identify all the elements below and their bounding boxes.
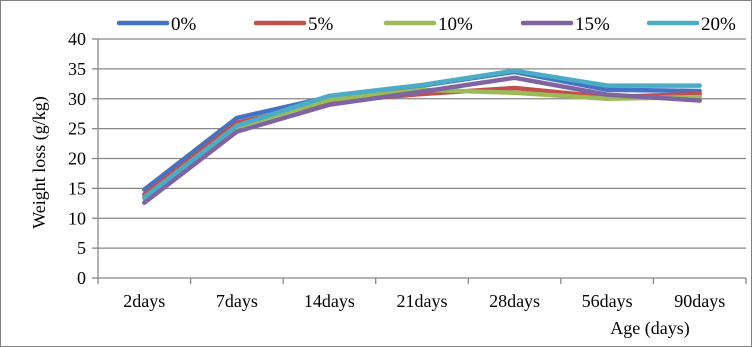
x-tick-labels: 2days 7days 14days 21days 28days 56days 90days <box>123 291 725 311</box>
y-tick-label: 10 <box>68 208 86 228</box>
y-tick-labels: 0 5 10 15 20 25 30 35 40 <box>68 29 86 288</box>
x-tick-label: 90days <box>674 291 725 311</box>
legend-label: 0% <box>171 14 197 35</box>
series-line-20pct <box>142 68 702 200</box>
legend: 0% 5% 10% 15% 20% <box>116 14 736 35</box>
x-axis-title: Age (days) <box>610 318 689 339</box>
legend-label: 20% <box>701 14 736 35</box>
x-tick-label: 14days <box>304 291 355 311</box>
series-lines <box>142 68 702 205</box>
legend-label: 5% <box>308 14 334 35</box>
y-axis-title: Weight loss (g/kg) <box>29 96 50 229</box>
y-tick-label: 15 <box>68 178 86 198</box>
y-tick-label: 5 <box>77 238 86 258</box>
x-tick-label: 56days <box>582 291 633 311</box>
x-tick-label: 2days <box>123 291 165 311</box>
y-tick-label: 30 <box>68 89 86 109</box>
y-tick-label: 25 <box>68 119 86 139</box>
axes <box>92 38 747 284</box>
y-tick-label: 35 <box>68 59 86 79</box>
series-line-15pct <box>142 75 702 205</box>
x-tick-label: 21days <box>397 291 448 311</box>
gridlines <box>98 38 746 249</box>
legend-label: 10% <box>438 14 473 35</box>
legend-label: 15% <box>575 14 610 35</box>
y-tick-label: 40 <box>68 29 86 49</box>
x-tick-label: 28days <box>489 291 540 311</box>
y-tick-label: 0 <box>77 268 86 288</box>
y-tick-label: 20 <box>68 149 86 169</box>
series-line-10pct <box>142 87 702 201</box>
x-tick-label: 7days <box>216 291 258 311</box>
